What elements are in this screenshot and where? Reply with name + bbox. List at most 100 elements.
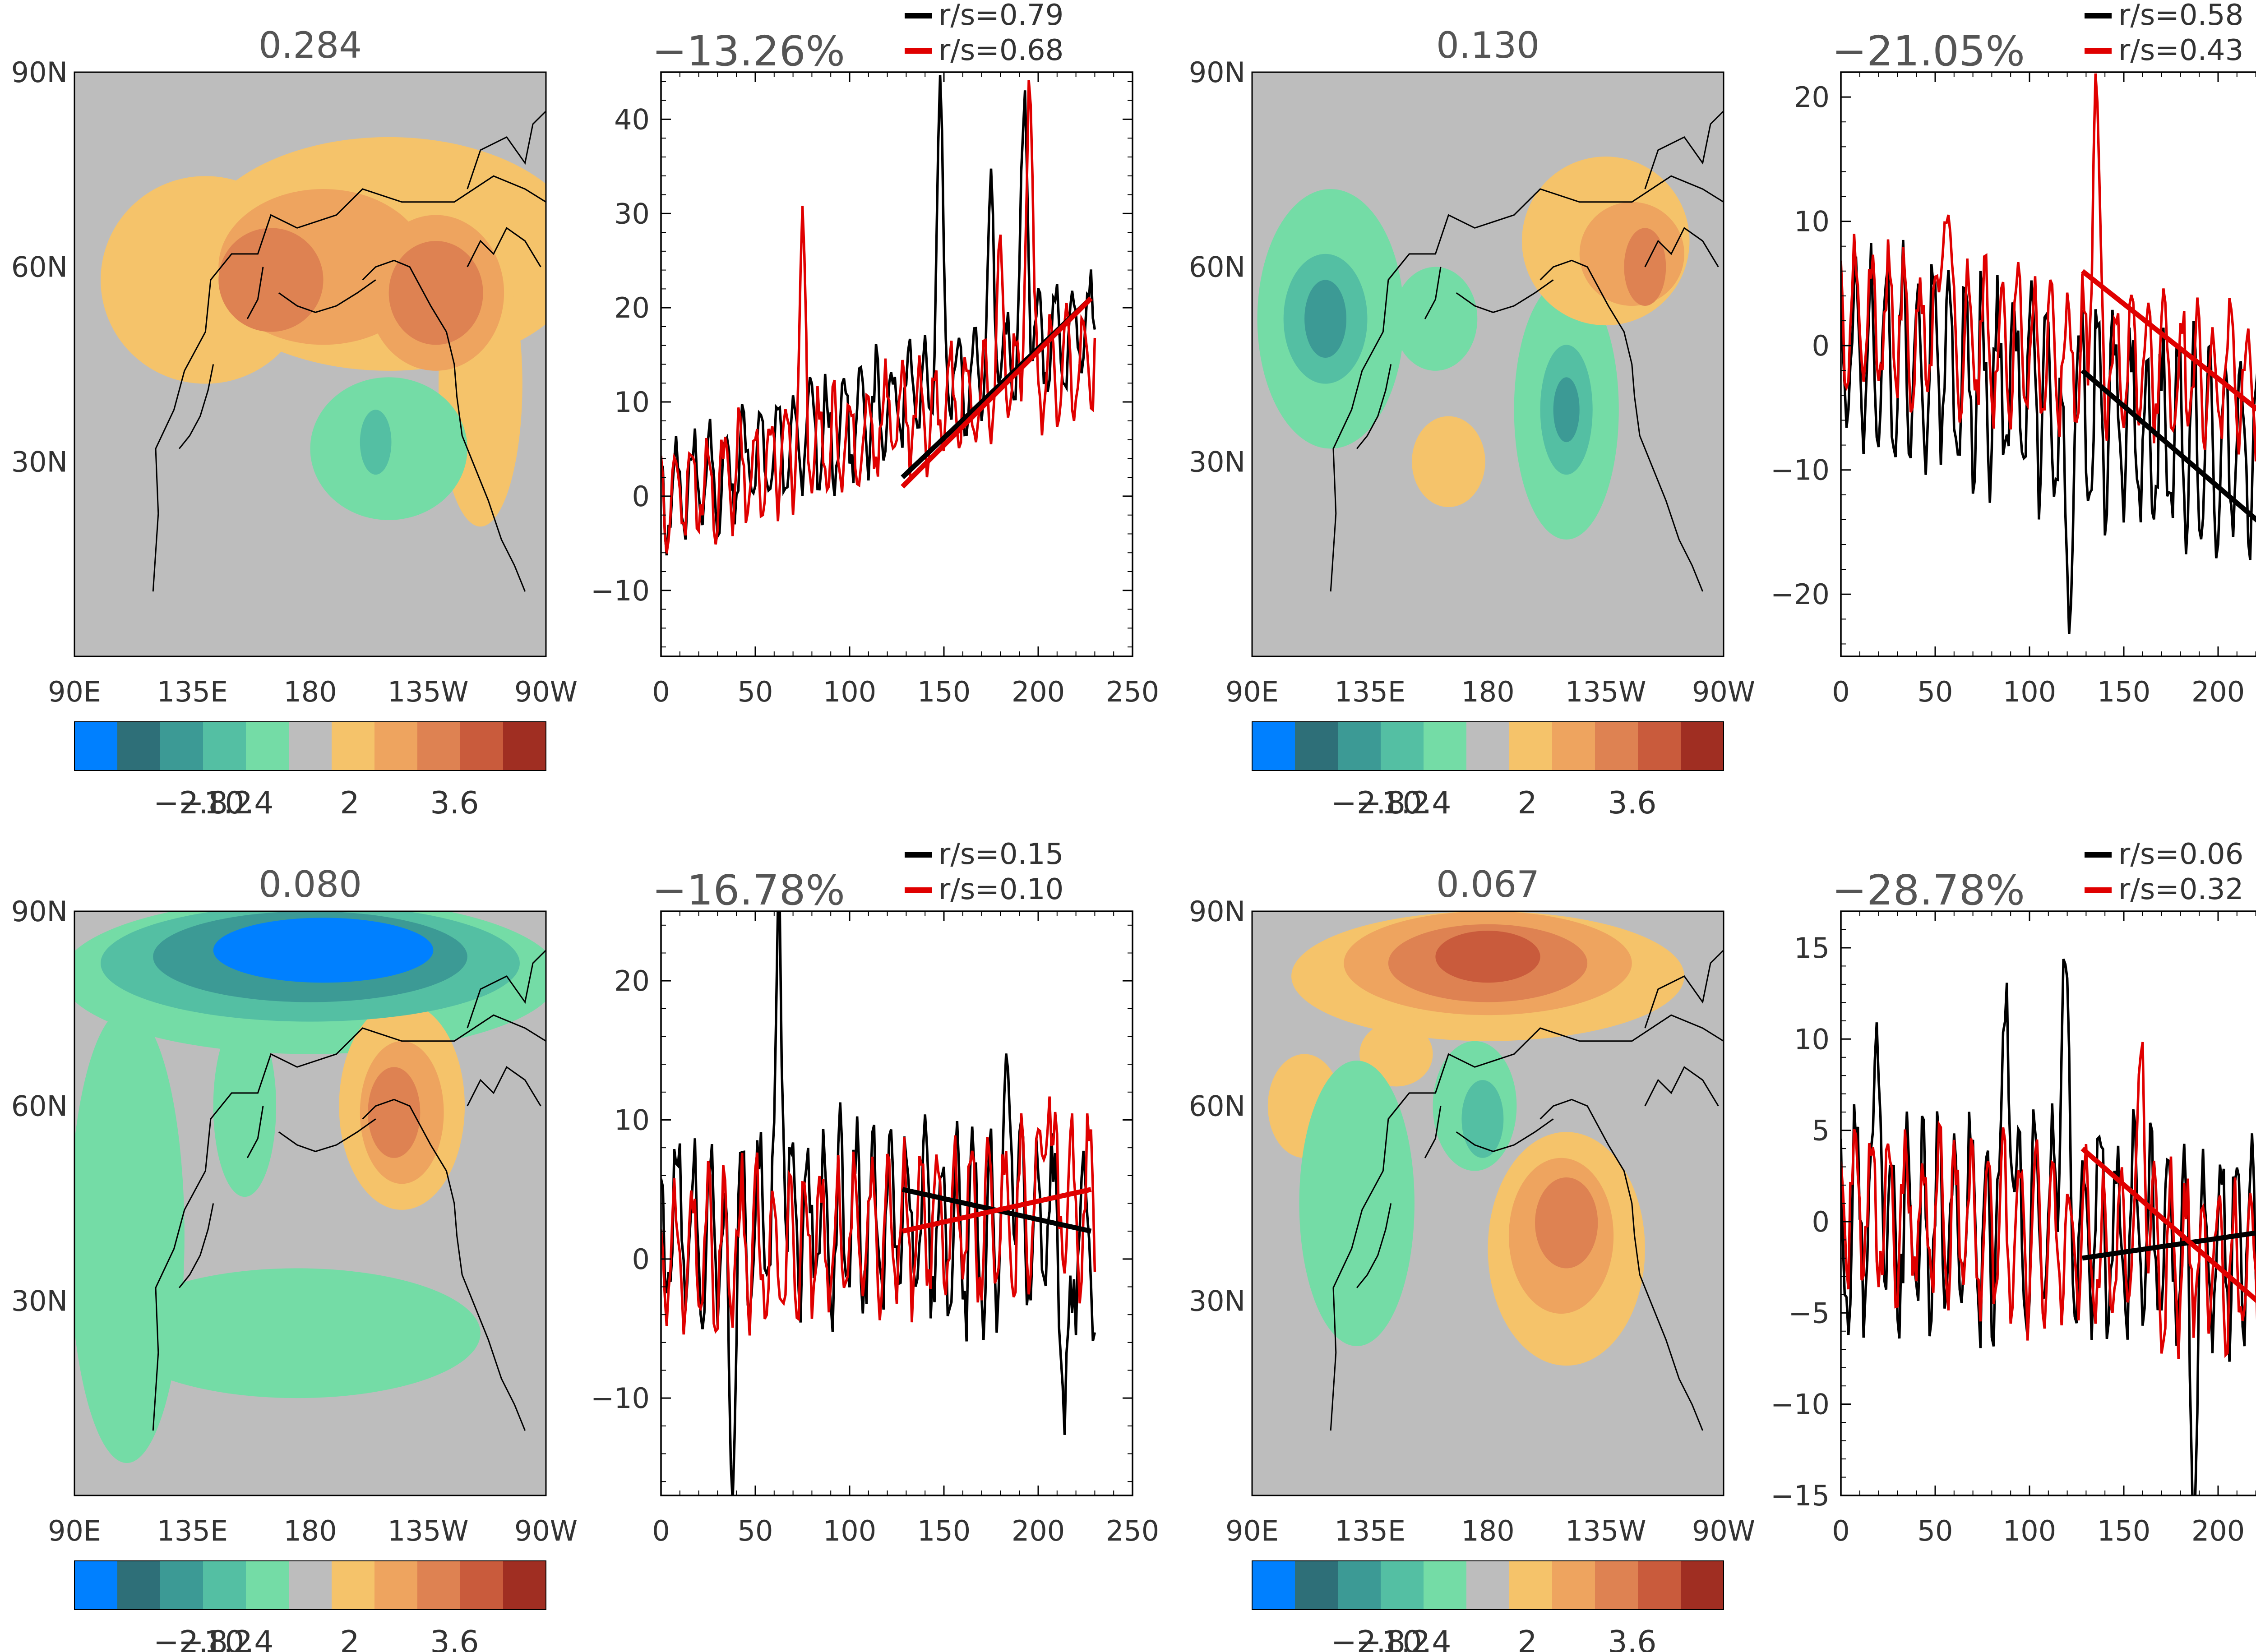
y-tick-label: 40 (614, 103, 650, 136)
map-xtick-label: 135W (1565, 675, 1646, 708)
coastline (1424, 1106, 1442, 1158)
coastline (1644, 1066, 1719, 1107)
colorbar-swatch (203, 1561, 246, 1610)
map-title: 0.067 (1436, 863, 1539, 905)
map-field (74, 72, 546, 656)
colorbar-tick-label: 0.4 (225, 1624, 273, 1652)
y-tick-label: 10 (1794, 205, 1830, 238)
anomaly-contour (1435, 931, 1540, 983)
map-xtick-label: 90W (1692, 1514, 1755, 1547)
timeseries-title: −13.26% (652, 27, 845, 75)
anomaly-contour (74, 1008, 185, 1463)
y-tick-label: −10 (591, 574, 650, 607)
x-tick-label: 0 (1832, 675, 1849, 708)
coastline (179, 1203, 214, 1288)
plot-frame (660, 910, 1133, 1496)
map-ytick-label: 60N (11, 1090, 68, 1123)
series-line-red (1841, 1042, 2256, 1359)
colorbar-tick-label: 2 (1517, 1624, 1537, 1652)
map-ytick-label: 90N (11, 56, 68, 89)
map-xtick-label: 135E (157, 675, 228, 708)
map-panel-2: 0.130 90E 135E 180 135W 90W 90N 60N 30N −2.8−1.20… (1189, 24, 1755, 821)
trend-line-red (2080, 1146, 2256, 1303)
map-field (74, 911, 546, 1495)
y-tick-label: −15 (1771, 1479, 1830, 1512)
x-tick-label: 50 (738, 1514, 773, 1547)
series-group (1841, 73, 2256, 634)
anomaly-contour (114, 1268, 481, 1398)
y-tick-label: 0 (632, 480, 650, 513)
map-xtick-label: 135E (1334, 675, 1405, 708)
map-title: 0.284 (259, 24, 362, 66)
colorbar-swatch (246, 722, 289, 771)
coastline (1424, 267, 1442, 319)
colorbar-swatch (1295, 722, 1338, 771)
anomaly-contour (218, 228, 324, 332)
legend-label-black: r/s=0.79 (938, 0, 1063, 32)
coastline (1356, 364, 1392, 449)
map-xtick-label: 90E (1225, 675, 1279, 708)
map-ytick-label: 60N (1189, 251, 1245, 284)
colorbar-tick-label: −2.8 (153, 785, 228, 821)
coastline (467, 950, 546, 1029)
legend-label-black: r/s=0.58 (2118, 0, 2243, 32)
map-xtick-label: 135W (1565, 1514, 1646, 1547)
legend-label-black: r/s=0.06 (2118, 838, 2243, 871)
anomaly-contour (213, 918, 434, 983)
colorbar-swatch (1252, 722, 1295, 771)
map-xtick-label: 135W (388, 675, 469, 708)
y-tick-label: 15 (1794, 932, 1830, 964)
map-ytick-label: 30N (11, 1284, 68, 1317)
colorbar-swatch (374, 722, 418, 771)
x-tick-label: 100 (823, 1514, 876, 1547)
colorbar-swatch (160, 722, 203, 771)
colorbar-swatch (1595, 1561, 1638, 1610)
coastline (1644, 950, 1724, 1029)
coastline (278, 1118, 376, 1152)
anomaly-contour (1535, 1177, 1598, 1269)
colorbar-tick-label: 2 (340, 1624, 359, 1652)
colorbar-tick-label: −2.8 (153, 1624, 228, 1652)
colorbar-swatch (460, 1561, 504, 1610)
colorbar-swatch (1681, 1561, 1724, 1610)
timeseries-title: −28.78% (1832, 866, 2025, 914)
legend-label-red: r/s=0.32 (2118, 873, 2243, 906)
map-ytick-label: 60N (11, 251, 68, 284)
colorbar-swatch (117, 1561, 161, 1610)
map-xtick-label: 180 (283, 1514, 337, 1547)
anomaly-contour (1299, 1060, 1415, 1347)
anomaly-contour (1553, 377, 1580, 443)
map-ytick-label: 60N (1189, 1090, 1245, 1123)
colorbar-swatch (160, 1561, 203, 1610)
coastline (1456, 1118, 1554, 1152)
colorbar-swatch (203, 722, 246, 771)
colorbar-swatch (417, 1561, 461, 1610)
map-xtick-label: 90W (1692, 675, 1755, 708)
colorbar-swatch (1424, 722, 1467, 771)
timeseries-panel-1: −13.26%r/s=0.79r/s=0.680 50 100 150 200 250−1… (591, 0, 1159, 708)
colorbar-frame (1252, 721, 1724, 771)
x-tick-label: 200 (1012, 1514, 1065, 1547)
x-tick-label: 100 (2003, 675, 2056, 708)
colorbar-swatch (332, 1561, 375, 1610)
colorbar-swatch (1466, 722, 1510, 771)
coastline (278, 279, 376, 313)
colorbar-tick-label: −1.2 (178, 785, 253, 821)
map-xtick-label: 90E (1225, 1514, 1279, 1547)
map-xtick-label: 135E (157, 1514, 228, 1547)
map-title: 0.130 (1436, 24, 1539, 66)
map-xtick-label: 90W (514, 675, 578, 708)
colorbar-swatch (1338, 1561, 1381, 1610)
coastline (1539, 259, 1703, 592)
map-field (1252, 911, 1724, 1495)
series-group (661, 75, 1096, 556)
coastline (1356, 1203, 1392, 1288)
anomaly-contour (388, 241, 483, 345)
map-panel-0: 0.284 90E 135E 180 135W 90W 90N 60N 30N −2.8−1.20… (11, 24, 578, 821)
colorbar-swatch (1638, 722, 1681, 771)
colorbar-tick-label: −1.2 (1356, 1624, 1430, 1652)
x-tick-label: 150 (2097, 675, 2150, 708)
map-frame (1251, 71, 1724, 657)
colorbar-tick-label: −2.8 (1331, 1624, 1405, 1652)
colorbar-swatch (289, 1561, 332, 1610)
